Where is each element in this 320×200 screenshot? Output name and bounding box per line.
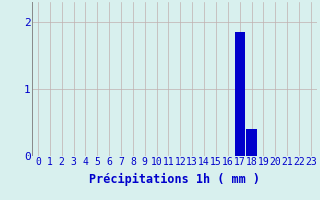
Bar	[235, 32, 245, 156]
X-axis label: Précipitations 1h ( mm ): Précipitations 1h ( mm )	[89, 173, 260, 186]
Bar	[246, 129, 257, 156]
